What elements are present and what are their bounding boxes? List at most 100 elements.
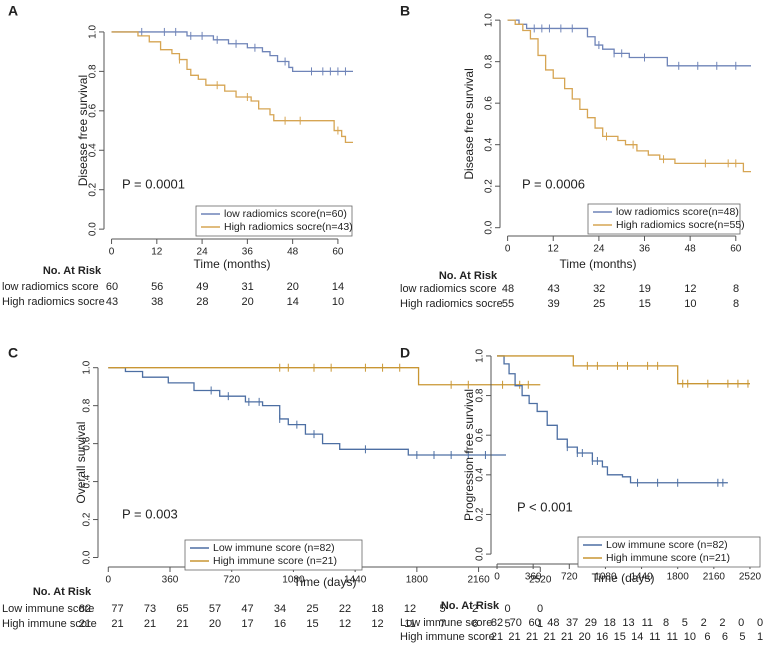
y-tick-label: 0.6 bbox=[88, 103, 99, 117]
risk-count: 21 bbox=[508, 631, 520, 643]
risk-count: 8 bbox=[663, 617, 669, 629]
risk-count: 13 bbox=[622, 617, 634, 629]
legend-box bbox=[195, 205, 353, 237]
risk-count: 39 bbox=[547, 298, 559, 310]
risk-count: 12 bbox=[371, 618, 383, 630]
risk-count: 11 bbox=[404, 618, 415, 630]
x-tick-label: 720 bbox=[223, 575, 240, 586]
risk-count: 28 bbox=[196, 296, 208, 308]
x-tick-label: 2520 bbox=[739, 572, 762, 583]
legend-label: Low immune score (n=82) bbox=[606, 539, 728, 551]
survival-curve bbox=[497, 355, 728, 484]
survival-curve bbox=[108, 367, 541, 386]
risk-row-label: low radiomics score bbox=[400, 283, 497, 295]
risk-count: 25 bbox=[593, 298, 605, 310]
risk-count: 34 bbox=[274, 603, 286, 615]
survival-curve bbox=[507, 19, 751, 67]
risk-count: 2 bbox=[719, 617, 725, 629]
risk-count: 65 bbox=[176, 603, 188, 615]
legend-label: High immune score (n=21) bbox=[606, 552, 730, 564]
risk-count: 43 bbox=[547, 283, 559, 295]
risk-count: 49 bbox=[196, 281, 208, 293]
y-tick-label: 0.0 bbox=[475, 547, 486, 561]
risk-count: 20 bbox=[287, 281, 299, 293]
x-tick-label: 12 bbox=[151, 247, 163, 258]
x-tick-label: 60 bbox=[730, 244, 742, 255]
risk-count: 6 bbox=[472, 618, 478, 630]
risk-row-label: High radiomics socre bbox=[2, 296, 105, 308]
risk-count: 21 bbox=[111, 618, 123, 630]
x-tick-label: 12 bbox=[548, 244, 560, 255]
x-tick-label: 48 bbox=[685, 244, 697, 255]
risk-count: 15 bbox=[306, 618, 318, 630]
legend-label: Low immune score (n=82) bbox=[213, 542, 335, 554]
risk-count: 25 bbox=[306, 603, 318, 615]
y-tick-label: 0.6 bbox=[484, 96, 495, 110]
x-tick-label: 1080 bbox=[594, 572, 617, 583]
x-tick-label: 36 bbox=[242, 247, 254, 258]
p-value: P = 0.0001 bbox=[122, 176, 185, 191]
risk-count: 22 bbox=[339, 603, 351, 615]
risk-count: 21 bbox=[144, 618, 156, 630]
y-axis-label: Disease free survival bbox=[462, 68, 476, 179]
risk-count: 73 bbox=[144, 603, 156, 615]
x-axis-label: Time (months) bbox=[560, 257, 637, 271]
survival-curve bbox=[111, 31, 353, 144]
y-tick-label: 0.2 bbox=[88, 182, 99, 196]
panel-letter: A bbox=[8, 3, 18, 19]
y-tick-label: 0.2 bbox=[484, 179, 495, 193]
y-tick-label: 1.0 bbox=[82, 360, 93, 374]
risk-count: 21 bbox=[526, 631, 538, 643]
x-axis-label: Time (months) bbox=[194, 257, 271, 271]
x-tick-label: 0 bbox=[106, 575, 112, 586]
risk-count: 21 bbox=[543, 631, 555, 643]
p-value: P = 0.0006 bbox=[522, 176, 585, 191]
risk-row-label: low radiomics score bbox=[2, 281, 99, 293]
y-tick-label: 0.4 bbox=[484, 137, 495, 151]
risk-count: 0 bbox=[537, 603, 543, 615]
risk-count: 10 bbox=[332, 296, 344, 308]
risk-count: 7 bbox=[439, 618, 445, 630]
risk-row-label: Low immune score bbox=[2, 603, 94, 615]
risk-count: 82 bbox=[491, 617, 503, 629]
y-axis-label: Disease free survival bbox=[76, 75, 90, 186]
legend-label: low radiomics score(n=60) bbox=[224, 208, 347, 220]
risk-row-label: High immune score bbox=[400, 631, 495, 643]
risk-count: 0 bbox=[738, 617, 744, 629]
x-tick-label: 0 bbox=[505, 244, 511, 255]
y-tick-label: 1.0 bbox=[475, 349, 486, 363]
risk-count: 11 bbox=[649, 631, 660, 643]
risk-count: 48 bbox=[502, 283, 514, 295]
risk-count: 32 bbox=[593, 283, 605, 295]
risk-count: 10 bbox=[684, 298, 696, 310]
x-tick-label: 60 bbox=[332, 247, 344, 258]
risk-table-title: No. At Risk bbox=[33, 586, 92, 598]
risk-count: 37 bbox=[566, 617, 578, 629]
risk-count: 77 bbox=[111, 603, 123, 615]
risk-count: 17 bbox=[241, 618, 253, 630]
x-tick-label: 0 bbox=[494, 572, 500, 583]
x-tick-label: 2520 bbox=[529, 575, 552, 586]
risk-count: 5 bbox=[739, 631, 745, 643]
legend-box bbox=[587, 203, 741, 235]
survival-curve bbox=[497, 355, 750, 385]
risk-row-label: High immune score bbox=[2, 618, 97, 630]
risk-count: 18 bbox=[604, 617, 616, 629]
risk-count: 43 bbox=[106, 296, 118, 308]
risk-count: 14 bbox=[332, 281, 344, 293]
risk-count: 12 bbox=[404, 603, 416, 615]
x-tick-label: 48 bbox=[287, 247, 299, 258]
risk-count: 10 bbox=[684, 631, 696, 643]
risk-count: 5 bbox=[682, 617, 688, 629]
risk-count: 12 bbox=[339, 618, 351, 630]
x-tick-label: 2160 bbox=[703, 572, 726, 583]
p-value: P = 0.003 bbox=[122, 506, 178, 521]
risk-count: 2 bbox=[701, 617, 707, 629]
y-tick-label: 0.8 bbox=[88, 64, 99, 78]
legend-box bbox=[184, 539, 363, 571]
risk-count: 38 bbox=[151, 296, 163, 308]
x-tick-label: 1800 bbox=[406, 575, 429, 586]
risk-table-title: No. At Risk bbox=[441, 600, 500, 612]
risk-count: 20 bbox=[209, 618, 221, 630]
risk-count: 6 bbox=[704, 631, 710, 643]
